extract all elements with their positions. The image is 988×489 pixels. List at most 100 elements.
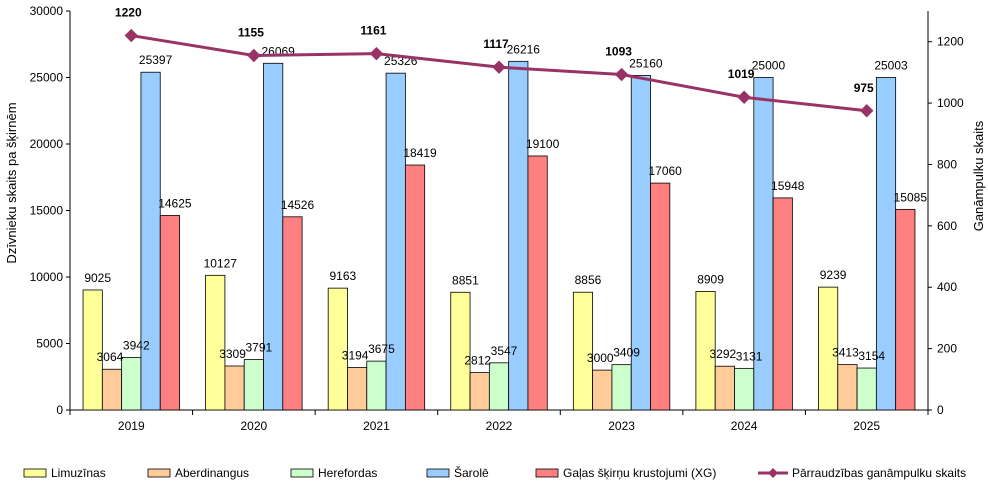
legend-label: Aberdinangus xyxy=(175,466,249,480)
y-tick-label: 20000 xyxy=(30,137,64,151)
bar-value-label: 18419 xyxy=(403,146,437,160)
x-tick-label: 2024 xyxy=(731,419,758,433)
bar-herefordas xyxy=(856,367,877,411)
bar-value-label: 3000 xyxy=(587,351,614,365)
legend-swatch xyxy=(535,468,559,478)
line-marker xyxy=(492,60,506,74)
x-tick-label: 2021 xyxy=(363,419,390,433)
bar-herefordas xyxy=(611,364,632,411)
bar-value-label: 25397 xyxy=(139,53,173,67)
bar-ga-as-ir-u-krustojumi-xg- xyxy=(404,164,426,411)
y-tick-label: 25000 xyxy=(30,71,64,85)
bar-value-label: 3292 xyxy=(709,347,736,361)
line-marker xyxy=(247,48,261,63)
x-tick-label: 2019 xyxy=(118,419,145,433)
bar-herefordas xyxy=(366,360,387,411)
bar-value-label: 8856 xyxy=(575,273,602,287)
bar-limuz-nas xyxy=(327,287,348,411)
bar-value-label: 8851 xyxy=(452,273,479,287)
bar-value-label: 3154 xyxy=(858,349,885,363)
bar-value-label: 19100 xyxy=(526,137,560,151)
y-tick-label: 10000 xyxy=(30,270,64,284)
y2-tick-label: 400 xyxy=(937,280,957,294)
bar-value-label: 8909 xyxy=(697,273,724,287)
bar-herefordas xyxy=(488,362,510,411)
x-tick-label: 2023 xyxy=(608,419,635,433)
line-marker xyxy=(124,28,138,43)
x-tick-label: 2020 xyxy=(241,419,268,433)
bar-value-label: 3064 xyxy=(97,350,124,364)
bar-aberdinangus xyxy=(224,365,245,411)
legend-label: Herefordas xyxy=(318,466,377,480)
x-tick-label: 2025 xyxy=(853,419,880,433)
bar-aberdinangus xyxy=(714,365,735,411)
bar-value-label: 2812 xyxy=(464,354,491,368)
legend-label: Šarolē xyxy=(454,465,489,480)
bar-aberdinangus xyxy=(837,364,858,411)
line-value-label: 1220 xyxy=(115,6,142,20)
bar-value-label: 25000 xyxy=(752,59,786,73)
bar-limuz-nas xyxy=(82,289,103,411)
bar-ga-as-ir-u-krustojumi-xg- xyxy=(650,182,671,411)
legend-swatch xyxy=(147,468,171,478)
line-marker xyxy=(737,90,751,104)
bar-limuz-nas xyxy=(818,286,839,411)
bar-value-label: 3131 xyxy=(736,349,763,363)
bar-ga-as-ir-u-krustojumi-xg- xyxy=(159,215,180,411)
bar-limuz-nas xyxy=(450,291,471,411)
x-tick-label: 2022 xyxy=(486,419,513,433)
bar-value-label: 10127 xyxy=(204,256,238,270)
bar-aberdinangus xyxy=(101,368,123,411)
line-value-label: 1155 xyxy=(238,26,264,40)
legend-label: Pārraudzības ganāmpulku skaits xyxy=(792,466,966,480)
bar-value-label: 9025 xyxy=(84,271,111,285)
y2-axis-title: Ganāmpulku skaits xyxy=(971,120,986,231)
bar-ga-as-ir-u-krustojumi-xg- xyxy=(527,155,548,411)
bar-value-label: 9239 xyxy=(820,268,847,282)
bar-ga-as-ir-u-krustojumi-xg- xyxy=(895,208,916,411)
legend-swatch xyxy=(426,468,450,478)
bar-value-label: 17060 xyxy=(648,164,682,178)
y-tick-label: 5000 xyxy=(36,337,63,351)
bar-herefordas xyxy=(243,359,264,411)
y-tick-label: 30000 xyxy=(30,4,64,18)
bar-ga-as-ir-u-krustojumi-xg- xyxy=(772,197,793,411)
bar-limuz-nas xyxy=(572,291,594,411)
line-marker xyxy=(860,104,874,118)
legend-swatch xyxy=(290,468,314,478)
bar-ga-as-ir-u-krustojumi-xg- xyxy=(282,216,303,411)
line-value-label: 975 xyxy=(854,81,874,95)
bar-value-label: 3309 xyxy=(219,347,246,361)
bar-value-label: 14625 xyxy=(158,196,192,210)
legend-line-marker xyxy=(768,468,778,478)
bar-aberdinangus xyxy=(592,369,613,411)
bar--arol- xyxy=(263,62,284,411)
legend-label: Gaļas šķirņu krustojumi (XG) xyxy=(563,466,716,480)
line-marker xyxy=(369,46,384,61)
bar-value-label: 3547 xyxy=(491,344,518,358)
bar-herefordas xyxy=(734,367,755,411)
y2-tick-label: 1200 xyxy=(937,35,964,49)
bar-herefordas xyxy=(121,357,142,411)
y2-tick-label: 800 xyxy=(937,157,957,171)
bar--arol- xyxy=(630,74,651,411)
bar-value-label: 3413 xyxy=(832,346,859,360)
line-value-label: 1093 xyxy=(605,45,632,59)
bar-aberdinangus xyxy=(347,367,368,411)
line-value-label: 1161 xyxy=(360,24,386,38)
legend-swatch xyxy=(23,468,47,478)
bar-limuz-nas xyxy=(205,274,226,411)
bar-value-label: 3942 xyxy=(123,339,150,353)
bar--arol- xyxy=(140,71,161,411)
bar-value-label: 26216 xyxy=(507,42,541,56)
y2-tick-label: 0 xyxy=(937,403,944,417)
bar-value-label: 3194 xyxy=(342,349,369,363)
line-marker xyxy=(614,67,629,82)
y2-tick-label: 1000 xyxy=(937,96,964,110)
legend-label: Limuzīnas xyxy=(51,466,106,480)
bar-value-label: 9163 xyxy=(329,269,356,283)
bar-value-label: 15948 xyxy=(771,179,805,193)
y-axis-title: Dzīvnieku skaits pa šķirnēm xyxy=(4,102,19,263)
y2-tick-label: 200 xyxy=(937,342,957,356)
